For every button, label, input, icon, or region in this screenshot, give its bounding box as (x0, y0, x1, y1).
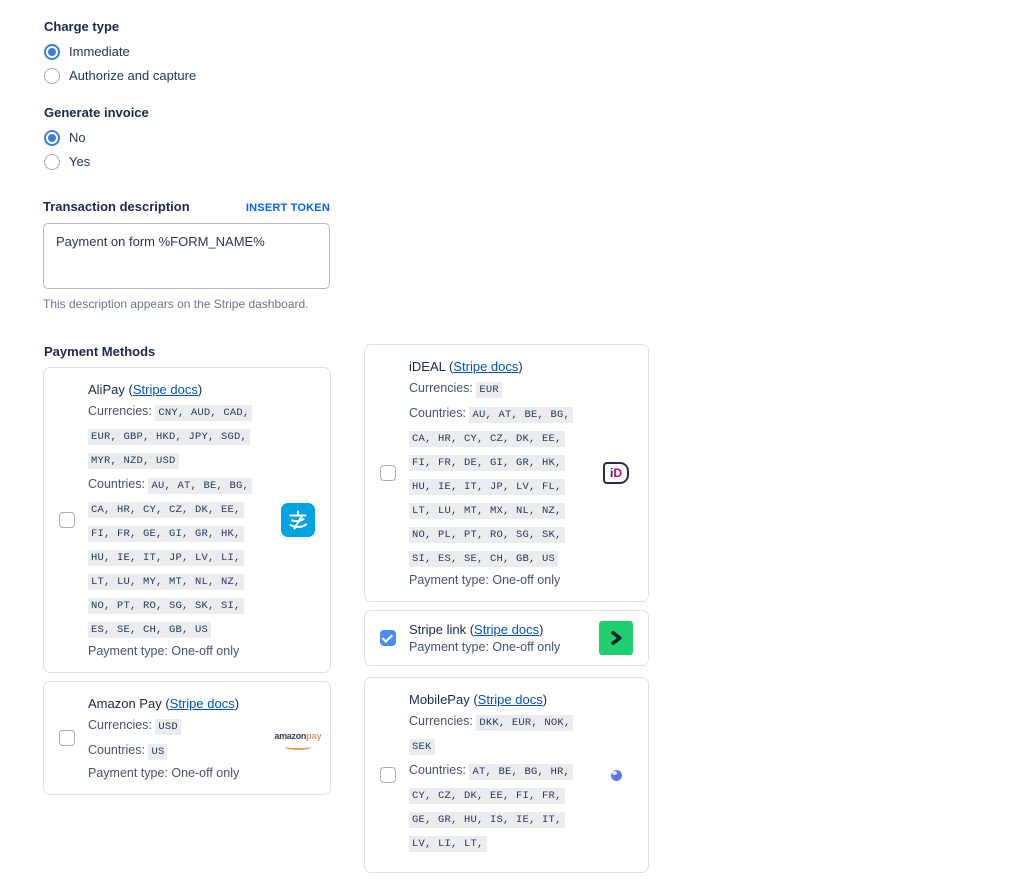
mobilepay-icon (610, 769, 622, 781)
mobilepay-stripe-docs-link[interactable]: Stripe docs (477, 692, 543, 707)
countries-label: Countries: (88, 477, 145, 491)
currencies-label: Currencies: (88, 718, 152, 732)
radio-icon[interactable] (44, 67, 60, 84)
ideal-checkbox[interactable] (380, 465, 396, 481)
method-name: Stripe link (409, 622, 467, 637)
countries-label: Countries: (409, 763, 466, 777)
countries-chips: US (148, 744, 168, 760)
radio-option-label: Yes (69, 154, 91, 169)
radio-option-label: Authorize and capture (69, 68, 197, 83)
payment-methods-column-right: iDEAL (Stripe docs) Currencies: EUR Coun… (364, 344, 649, 881)
method-name: MobilePay (409, 692, 470, 707)
payment-method-card-mobilepay: MobilePay (Stripe docs) Currencies: DKK,… (364, 677, 649, 873)
method-name: iDEAL (409, 359, 446, 374)
method-title: MobilePay (Stripe docs) (409, 692, 548, 707)
radio-option-immediate[interactable]: Immediate (44, 43, 620, 60)
insert-token-button[interactable]: INSERT TOKEN (245, 202, 330, 214)
payment-method-card-stripe-link: Stripe link (Stripe docs) Payment type: … (364, 610, 649, 666)
payment-type-note: Payment type: One-off only (409, 640, 561, 654)
payment-methods-column-left: Payment Methods AliPay (Stripe docs) Cur… (43, 344, 331, 881)
currencies-chips: CNY, AUD, CAD, EUR, GBP, HKD, JPY, SGD, … (88, 405, 253, 469)
alipay-icon (281, 503, 315, 537)
method-name: Amazon Pay (88, 696, 162, 711)
method-title: Amazon Pay (Stripe docs) (88, 696, 240, 711)
payment-type-note: Payment type: One-off only (409, 573, 561, 587)
transaction-description-help: This description appears on the Stripe d… (43, 297, 309, 311)
payment-methods-label: Payment Methods (44, 344, 156, 359)
stripe-link-stripe-docs-link[interactable]: Stripe docs (474, 622, 540, 637)
amazon-pay-checkbox[interactable] (59, 730, 75, 746)
stripe-link-checkbox[interactable] (380, 630, 396, 646)
method-name: AliPay (88, 382, 125, 397)
alipay-stripe-docs-link[interactable]: Stripe docs (132, 382, 198, 397)
radio-option-label: No (69, 130, 86, 145)
method-title: AliPay (Stripe docs) (88, 382, 203, 397)
payment-method-card-ideal: iDEAL (Stripe docs) Currencies: EUR Coun… (364, 344, 649, 602)
countries-chips: AT, BE, BG, HR, CY, CZ, DK, EE, FI, FR, … (409, 764, 573, 852)
generate-invoice-label: Generate invoice (44, 105, 149, 120)
radio-icon[interactable] (44, 43, 60, 60)
radio-option-yes[interactable]: Yes (44, 153, 620, 170)
radio-option-label: Immediate (69, 44, 130, 59)
mobilepay-checkbox[interactable] (380, 767, 396, 783)
currencies-chips: EUR (476, 382, 502, 398)
payment-settings-form: Charge type Immediate Authorize and capt… (43, 19, 649, 881)
transaction-description-label: Transaction description (43, 199, 190, 214)
currencies-label: Currencies: (409, 714, 473, 728)
payment-methods-section: Payment Methods AliPay (Stripe docs) Cur… (43, 344, 649, 881)
charge-type-group: Charge type Immediate Authorize and capt… (43, 19, 620, 84)
currencies-chips: USD (155, 719, 181, 735)
radio-option-no[interactable]: No (44, 129, 620, 146)
generate-invoice-group: Generate invoice No Yes (43, 105, 620, 170)
countries-label: Countries: (88, 743, 145, 757)
currencies-label: Currencies: (409, 381, 473, 395)
ideal-stripe-docs-link[interactable]: Stripe docs (453, 359, 519, 374)
stripe-link-arrow-icon (599, 621, 633, 655)
amazon-pay-stripe-docs-link[interactable]: Stripe docs (169, 696, 235, 711)
payment-method-card-amazon-pay: Amazon Pay (Stripe docs) Currencies: USD… (43, 681, 331, 795)
radio-option-authorize-and-capture[interactable]: Authorize and capture (44, 67, 620, 84)
amazon-swoosh-icon (285, 744, 311, 750)
countries-chips: AU, AT, BE, BG, CA, HR, CY, CZ, DK, EE, … (409, 407, 573, 567)
payment-type-note: Payment type: One-off only (88, 644, 240, 658)
payment-method-card-alipay: AliPay (Stripe docs) Currencies: CNY, AU… (43, 367, 331, 673)
method-title: Stripe link (Stripe docs) (409, 622, 544, 637)
currencies-label: Currencies: (88, 404, 152, 418)
radio-icon[interactable] (44, 129, 60, 146)
radio-icon[interactable] (44, 153, 60, 170)
transaction-description-group: Transaction description INSERT TOKEN Pay… (43, 199, 330, 311)
check-icon (381, 631, 393, 643)
countries-chips: AU, AT, BE, BG, CA, HR, CY, CZ, DK, EE, … (88, 478, 252, 638)
alipay-checkbox[interactable] (59, 512, 75, 528)
transaction-description-input[interactable]: Payment on form %FORM_NAME% (43, 223, 330, 289)
method-title: iDEAL (Stripe docs) (409, 359, 523, 374)
countries-label: Countries: (409, 406, 466, 420)
payment-type-note: Payment type: One-off only (88, 766, 240, 780)
amazon-pay-logo: amazonpay (274, 727, 322, 750)
charge-type-label: Charge type (44, 19, 120, 34)
